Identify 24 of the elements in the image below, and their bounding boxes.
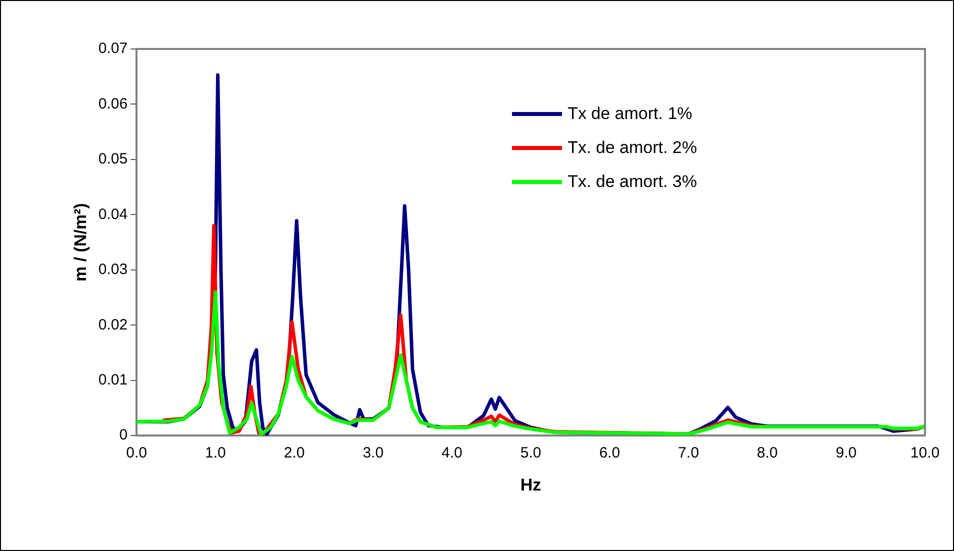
x-tick-label: 7.0 bbox=[678, 444, 699, 462]
legend-label: Tx de amort. 1% bbox=[568, 104, 692, 124]
x-tick-label: 3.0 bbox=[362, 444, 384, 462]
y-tick-label: 0.03 bbox=[98, 261, 128, 278]
legend-label: Tx. de amort. 2% bbox=[568, 138, 697, 158]
x-tick-label: 6.0 bbox=[599, 444, 620, 462]
y-tick-label: 0.02 bbox=[98, 316, 128, 334]
y-axis-title: m / (N/m²) bbox=[70, 203, 90, 282]
y-tick-label: 0.05 bbox=[98, 150, 128, 168]
legend-label: Tx. de amort. 3% bbox=[568, 172, 697, 192]
y-tick-label: 0.04 bbox=[98, 206, 128, 223]
x-tick-label: 2.0 bbox=[284, 444, 305, 462]
x-axis-title: Hz bbox=[520, 475, 542, 494]
x-tick-label: 1.0 bbox=[205, 444, 226, 462]
x-tick-label: 8.0 bbox=[756, 444, 778, 462]
y-tick-label: 0.06 bbox=[98, 95, 128, 112]
y-tick-label: 0.01 bbox=[98, 372, 128, 389]
x-tick-label: 4.0 bbox=[442, 444, 462, 462]
y-tick-label: 0 bbox=[119, 426, 128, 444]
y-tick-label: 0.07 bbox=[98, 40, 128, 58]
x-tick-label: 9.0 bbox=[836, 444, 857, 462]
x-tick-label: 5.0 bbox=[520, 444, 542, 462]
x-tick-label: 0.0 bbox=[126, 444, 148, 462]
x-tick-label: 10.0 bbox=[910, 444, 940, 462]
